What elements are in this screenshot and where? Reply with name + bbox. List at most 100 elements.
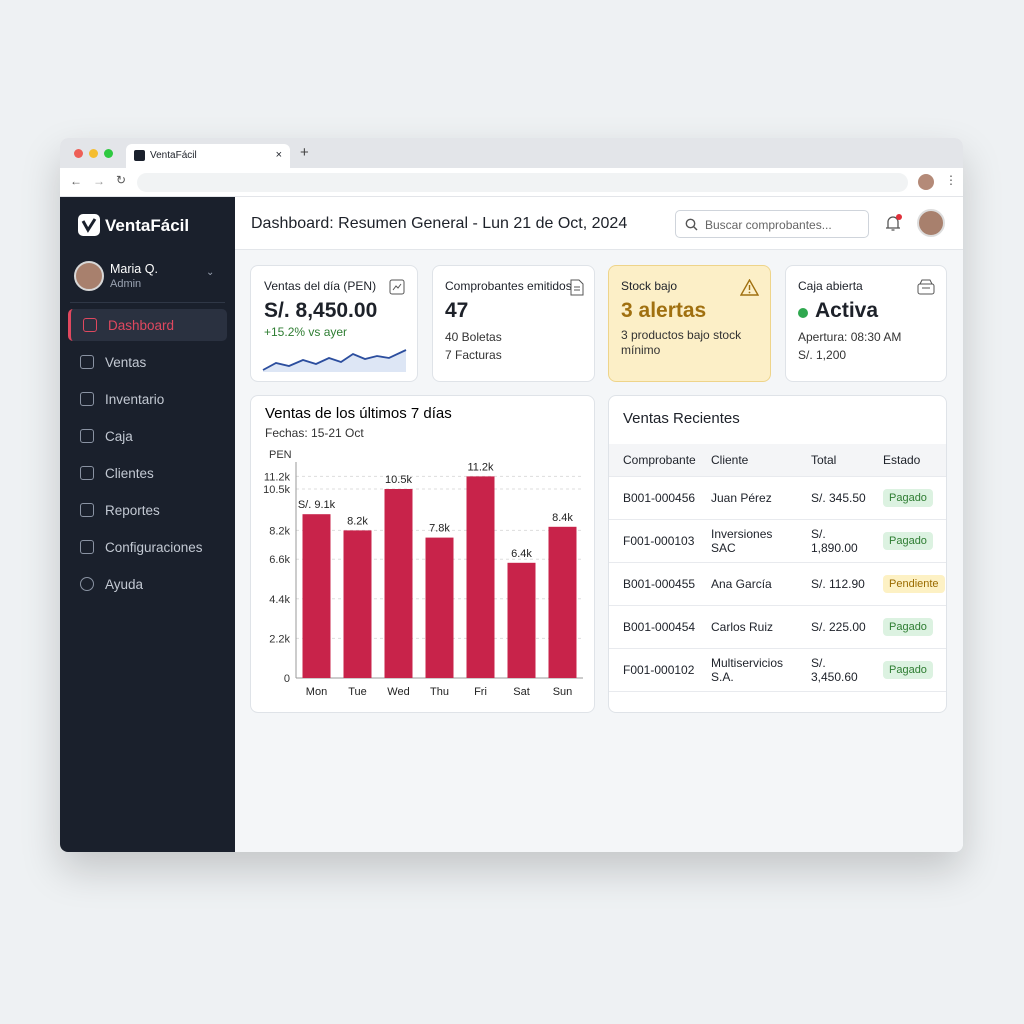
- cell-text: Inversiones SAC: [711, 526, 773, 555]
- table-cell: S/. 345.50: [797, 476, 869, 520]
- cell-text: F001-000103: [623, 533, 695, 548]
- cell-text: S/. 225.00: [811, 619, 866, 634]
- bar: [384, 489, 413, 678]
- cell-text: S/. 3,450.60: [811, 655, 858, 684]
- address-bar: ← → ↻ ⋮: [60, 168, 963, 197]
- nav-label: Dashboard: [108, 318, 175, 333]
- column-header: Total: [797, 444, 869, 477]
- sparkline: [262, 349, 407, 372]
- cell-text: S/. 112.90: [811, 576, 865, 591]
- user-role: Admin: [110, 278, 142, 290]
- table-row[interactable]: B001-000455 Ana García S/. 112.90 Pendiente: [609, 562, 946, 606]
- nav-item[interactable]: Dashboard: [68, 309, 227, 341]
- x-tick-label: Tue: [348, 686, 367, 698]
- notification-bell[interactable]: [884, 213, 904, 233]
- browser-tab[interactable]: VentaFácil ×: [126, 144, 290, 168]
- nav-icon: [80, 503, 94, 517]
- y-tick-label: 4.4k: [269, 594, 290, 606]
- profile-avatar[interactable]: [918, 174, 934, 190]
- card-line: Apertura: 08:30 AM: [798, 330, 902, 344]
- forward-button[interactable]: →: [93, 174, 105, 188]
- table-cell: F001-000103: [609, 519, 697, 563]
- sales-table: Comprobante Cliente Total Estado B001-00…: [609, 444, 946, 692]
- y-tick-label: 11.2k: [264, 471, 291, 483]
- cell-text: Ana García: [711, 576, 772, 591]
- bar: [548, 526, 577, 678]
- x-tick-label: Mon: [306, 686, 327, 698]
- kpi-card: Stock bajo 3 alertas 3 productos bajo st…: [608, 265, 771, 382]
- chart-subtitle: Fechas: 15-21 Oct: [265, 426, 364, 440]
- nav-icon: [80, 466, 94, 480]
- new-tab[interactable]: +: [300, 144, 309, 161]
- table-cell: Pagado: [869, 648, 946, 692]
- column-header: Comprobante: [609, 444, 697, 477]
- search-box[interactable]: Buscar comprobantes...: [675, 210, 869, 238]
- table-row[interactable]: F001-000102 Multiservicios S.A. S/. 3,450.…: [609, 648, 946, 692]
- status-badge: Pendiente: [883, 574, 945, 593]
- table-cell: Pendiente: [869, 562, 946, 606]
- sidebar: VentaFácil Maria Q. Admin ⌄ Dashboard Ve…: [60, 197, 235, 852]
- y-tick-label: 2.2k: [269, 633, 290, 645]
- nav-item[interactable]: Clientes: [68, 457, 227, 489]
- nav-item[interactable]: Inventario: [68, 383, 227, 415]
- cell-text: Multiservicios S.A.: [711, 655, 784, 684]
- nav-item[interactable]: Configuraciones: [68, 531, 227, 563]
- table-cell: Pagado: [869, 476, 946, 520]
- header-avatar[interactable]: [917, 209, 945, 237]
- table-row[interactable]: B001-000454 Carlos Ruiz S/. 225.00 Pagado: [609, 605, 946, 649]
- logo-mark: [81, 218, 97, 233]
- x-tick-label: Fri: [474, 686, 487, 698]
- tab-title: VentaFácil: [150, 150, 197, 161]
- y-tick-label: 0: [284, 673, 290, 685]
- card-icon: [570, 279, 584, 296]
- reload-button[interactable]: ↻: [116, 173, 127, 187]
- table-cell: Carlos Ruiz: [697, 605, 797, 649]
- url-field[interactable]: [137, 173, 908, 192]
- nav-icon: [80, 392, 94, 406]
- table-cell: Inversiones SAC: [697, 519, 797, 563]
- value-label: 7.8k: [429, 523, 450, 535]
- y-axis-label: PEN: [269, 449, 292, 461]
- table-row[interactable]: B001-000456 Juan Pérez S/. 345.50 Pagado: [609, 476, 946, 520]
- nav-icon: [80, 429, 94, 443]
- nav-label: Reportes: [105, 503, 160, 518]
- table-row[interactable]: F001-000103 Inversiones SAC S/. 1,890.00 Pa…: [609, 519, 946, 563]
- value-label: 8.4k: [552, 512, 573, 524]
- x-tick-label: Sat: [513, 686, 530, 698]
- nav-item[interactable]: Caja: [68, 420, 227, 452]
- user-menu-toggle[interactable]: ⌄: [206, 267, 215, 278]
- x-tick-label: Thu: [430, 686, 449, 698]
- nav-item[interactable]: Ventas: [68, 346, 227, 378]
- y-tick-label: 6.6k: [269, 554, 290, 566]
- table-cell: F001-000102: [609, 648, 697, 692]
- card-value: S/. 8,450.00: [264, 299, 378, 322]
- status-badge: Pagado: [883, 531, 933, 550]
- user-avatar[interactable]: [74, 261, 104, 291]
- card-line: 7 Facturas: [445, 348, 502, 362]
- kpi-card: Comprobantes emitidos 47 40 Boletas 7 Fa…: [432, 265, 595, 382]
- cell-text: Carlos Ruiz: [711, 619, 774, 634]
- table-cell: S/. 1,890.00: [797, 519, 869, 563]
- nav-icon: [80, 577, 94, 591]
- card-line: 40 Boletas: [445, 330, 502, 344]
- nav-label: Ventas: [105, 355, 147, 370]
- minimize-dot[interactable]: [89, 149, 98, 158]
- tab-close[interactable]: ×: [275, 149, 282, 161]
- y-tick-label: 10.5k: [263, 484, 290, 496]
- table-cell: Juan Pérez: [697, 476, 797, 520]
- card-icon: [917, 279, 935, 295]
- nav-item[interactable]: Ayuda: [68, 568, 227, 600]
- chart-card: Ventas de los últimos 7 días Fechas: 15-…: [250, 395, 595, 713]
- close-dot[interactable]: [74, 149, 83, 158]
- bar: [425, 537, 454, 678]
- table-cell: Pagado: [869, 605, 946, 649]
- browser-menu[interactable]: ⋮: [945, 173, 957, 187]
- back-button[interactable]: ←: [70, 174, 82, 188]
- nav-item[interactable]: Reportes: [68, 494, 227, 526]
- page-title: Dashboard: Resumen General - Lun 21 de O…: [251, 215, 628, 232]
- value-label: 6.4k: [511, 548, 532, 560]
- header-row: Comprobante Cliente Total Estado: [609, 444, 946, 477]
- table-cell: B001-000455: [609, 562, 697, 606]
- maximize-dot[interactable]: [104, 149, 113, 158]
- column-header: Estado: [869, 444, 946, 477]
